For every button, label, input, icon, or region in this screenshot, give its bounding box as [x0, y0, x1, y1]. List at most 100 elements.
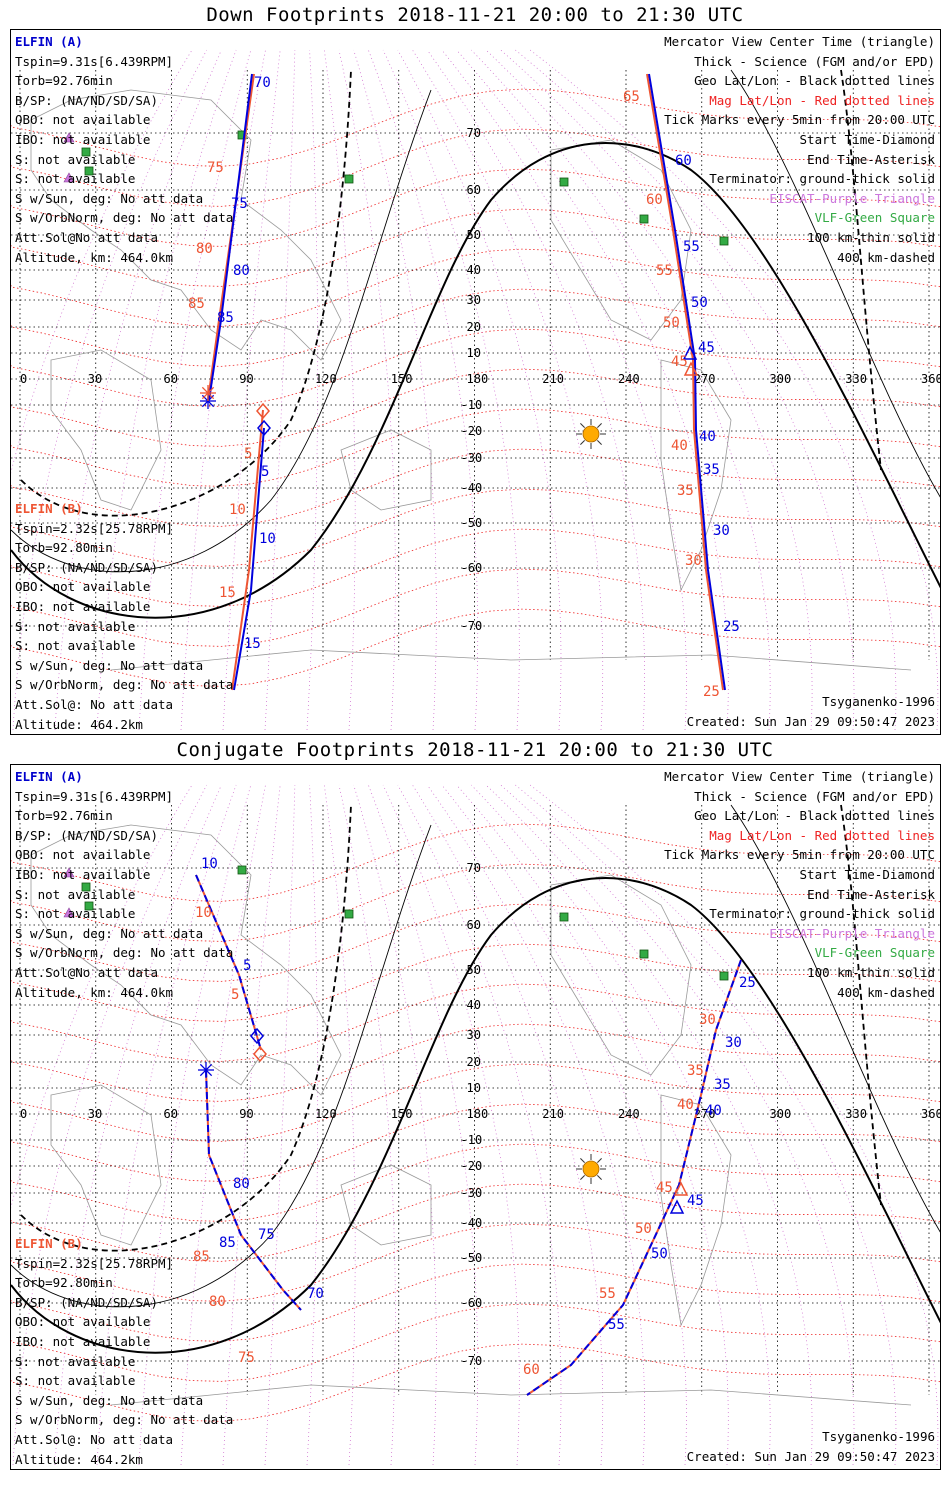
vlf-station-marker — [81, 147, 91, 157]
elfin-b-header: ELFIN (B) — [15, 501, 83, 516]
elfin-a-line: Att.Sol@No att data — [15, 229, 158, 245]
legend-item: VLF-Green Square — [814, 210, 935, 226]
lat-tick-label: -40 — [461, 481, 483, 495]
mag-lon-line — [96, 784, 237, 1466]
lon-tick-label: 120 — [315, 1107, 337, 1121]
lon-tick-label: 180 — [467, 372, 489, 386]
terminator-100km-east — [730, 69, 940, 498]
elfin-a-tick-label: 85 — [219, 1235, 236, 1251]
mag-lat-line — [11, 1063, 940, 1142]
lat-tick-label: -70 — [461, 1354, 483, 1368]
map-conjugate: 0 30 60 90 120 150 180 210 240 270 300 330 360 70 60 50… — [11, 784, 940, 1466]
elfin-a-tick-label: 30 — [713, 523, 730, 539]
elfin-b-header: ELFIN (B) — [15, 1236, 83, 1251]
mag-lon-line — [529, 49, 939, 731]
elfin-a-track — [208, 73, 253, 401]
mag-lon-line — [412, 784, 604, 1466]
model-label: Tsyganenko-1996 — [822, 694, 935, 709]
elfin-b-tick-label: 45 — [671, 354, 688, 370]
elfin-a-start-diamond — [257, 419, 271, 437]
elfin-a-line: Torb=92.76min — [15, 808, 113, 824]
map-frame-conjugate: 0 30 60 90 120 150 180 210 240 270 300 330 360 70 60 50… — [10, 764, 941, 1470]
lon-tick-label: 150 — [391, 372, 413, 386]
mag-lon-line — [11, 784, 193, 1209]
elfin-b-line: S: not available — [15, 1353, 136, 1369]
elfin-a-end-asterisk — [199, 1063, 213, 1077]
eiscat-marker — [63, 132, 75, 143]
lat-tick-label: 60 — [467, 183, 481, 197]
legend-item: Tick Marks every 5min from 20:00 UTC — [664, 112, 935, 128]
lat-tick-label: -10 — [461, 398, 483, 412]
mag-lon-line — [485, 784, 813, 1466]
elfin-b-tick-label: 15 — [219, 585, 236, 601]
coastline — [660, 1094, 732, 1327]
elfin-a-line: B/SP: (NA/ND/SD/SA) — [15, 92, 158, 108]
elfin-a-tick-label: 75 — [231, 196, 248, 212]
elfin-b-tick-label: 30 — [685, 553, 702, 569]
lon-tick-label: 360 — [921, 372, 941, 386]
legend: Mercator View Center Time (triangle) Thi… — [664, 767, 935, 1002]
mag-lon-line — [529, 784, 939, 1466]
legend-item: EISCAT-Purple Triangle — [769, 190, 935, 206]
panel-title: Down Footprints 2018-11-21 20:00 to 21:3… — [206, 4, 744, 26]
sun-ray — [597, 1158, 602, 1163]
lat-tick-label: -30 — [461, 451, 483, 465]
elfin-b-line: Att.Sol@: No att data — [15, 696, 174, 712]
elfin-a-tick-label: 30 — [725, 1035, 742, 1051]
elfin-a-info: ELFIN (A) Tspin=9.31s[6.439RPM] Torb=92.… — [15, 32, 233, 267]
elfin-b-line: S w/Sun, deg: No att data — [15, 657, 204, 673]
model-label: Tsyganenko-1996 — [822, 1429, 935, 1444]
coastline — [30, 824, 342, 1096]
elfin-b-tick-label: 75 — [207, 160, 224, 176]
created-label: Created: Sun Jan 29 09:50:47 2023 — [686, 714, 935, 729]
vlf-station-marker — [344, 909, 354, 919]
elfin-b-tick-label: 55 — [656, 263, 673, 279]
elfin-b-tick-label: 30 — [699, 1012, 716, 1028]
elfin-b-tick-label: 85 — [193, 1249, 210, 1265]
mag-lon-line — [264, 784, 296, 1466]
elfin-b-info: ELFIN (B) Tspin=2.32s[25.78RPM] Torb=92.… — [15, 499, 233, 734]
legend-item: 400 km-dashed — [837, 984, 935, 1000]
lat-tick-label: 40 — [467, 998, 481, 1012]
lon-tick-label: 240 — [618, 372, 640, 386]
elfin-a-tick-label: 70 — [254, 75, 271, 91]
legend-item: End Time-Asterisk — [807, 151, 935, 167]
legend-item: End Time-Asterisk — [807, 886, 935, 902]
lat-tick-label: 10 — [467, 346, 481, 360]
elfin-a-tick-label: 45 — [687, 1193, 704, 1209]
legend-item: Start Time-Diamond — [799, 866, 935, 882]
elfin-b-line: B/SP: (NA/ND/SD/SA) — [15, 1294, 158, 1310]
lat-tick-label: 40 — [467, 263, 481, 277]
elfin-a-line: S w/OrbNorm, deg: No att data — [15, 945, 234, 961]
mag-lon-line — [382, 49, 520, 731]
elfin-a-tick-label: 75 — [258, 1227, 275, 1243]
elfin-b-line: Altitude: 464.2km — [15, 1451, 143, 1467]
elfin-a-tick-label: 40 — [705, 1103, 722, 1119]
elfin-a-tick-label: 35 — [714, 1077, 731, 1093]
legend-item: Tick Marks every 5min from 20:00 UTC — [664, 847, 935, 863]
coastline — [660, 359, 732, 592]
legend-item: Mag Lat/Lon - Red dotted lines — [709, 92, 935, 108]
map-frame-down: 0 30 60 90 120 150 180 210 240 270 300 330 360 70 60 50… — [10, 29, 941, 735]
mag-lon-line — [96, 49, 237, 731]
elfin-b-tick-label: 10 — [195, 905, 212, 921]
mag-lon-line — [456, 784, 729, 1466]
mag-lon-line — [338, 784, 396, 1466]
elfin-b-line: S: not available — [15, 618, 136, 634]
elfin-b-tick-label: 50 — [635, 1221, 652, 1237]
elfin-b-info: ELFIN (B) Tspin=2.32s[25.78RPM] Torb=92.… — [15, 1234, 233, 1469]
legend-item: Geo Lat/Lon - Black dotted lines — [694, 73, 935, 89]
vlf-station-marker — [237, 865, 247, 875]
mag-lon-line — [456, 49, 729, 731]
elfin-b-line: Att.Sol@: No att data — [15, 1431, 174, 1447]
elfin-a-tick-label: 25 — [739, 975, 756, 991]
terminator-400km-east — [840, 804, 882, 1206]
elfin-a-tick-label: 45 — [698, 340, 715, 356]
lon-tick-label: 60 — [164, 372, 178, 386]
elfin-b-end-asterisk — [201, 386, 215, 400]
elfin-a-line: S w/Sun, deg: No att data — [15, 190, 204, 206]
elfin-a-line: S: not available — [15, 906, 136, 922]
legend-item: 400 km-dashed — [837, 249, 935, 265]
lat-tick-label: -70 — [461, 619, 483, 633]
elfin-a-tick-label: 55 — [608, 1317, 625, 1333]
